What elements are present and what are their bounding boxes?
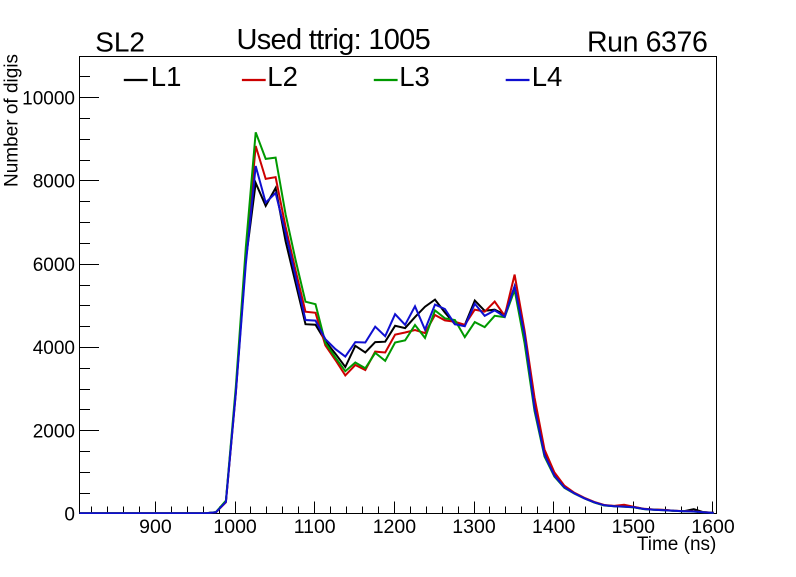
svg-text:1100: 1100 xyxy=(294,516,336,538)
svg-text:L1: L1 xyxy=(151,61,182,92)
svg-text:1300: 1300 xyxy=(452,516,496,538)
svg-text:L4: L4 xyxy=(532,61,563,92)
svg-text:SL2: SL2 xyxy=(95,27,145,58)
svg-text:6000: 6000 xyxy=(33,255,75,276)
svg-text:1200: 1200 xyxy=(373,516,417,538)
svg-text:4000: 4000 xyxy=(33,338,75,359)
svg-text:1600: 1600 xyxy=(691,516,735,538)
svg-text:L3: L3 xyxy=(399,61,430,92)
svg-text:2000: 2000 xyxy=(33,421,75,442)
svg-text:Run 6376: Run 6376 xyxy=(587,27,707,59)
svg-text:1400: 1400 xyxy=(532,516,576,538)
svg-text:8000: 8000 xyxy=(33,172,75,193)
svg-text:Number of digis: Number of digis xyxy=(2,54,23,187)
svg-text:1000: 1000 xyxy=(213,516,257,538)
svg-text:Time (ns): Time (ns) xyxy=(637,534,717,555)
svg-text:900: 900 xyxy=(139,516,172,538)
svg-text:Used ttrig: 1005: Used ttrig: 1005 xyxy=(237,24,431,56)
svg-text:0: 0 xyxy=(64,505,75,526)
svg-text:10000: 10000 xyxy=(22,88,75,109)
svg-text:1500: 1500 xyxy=(612,516,656,538)
svg-text:L2: L2 xyxy=(267,61,298,92)
